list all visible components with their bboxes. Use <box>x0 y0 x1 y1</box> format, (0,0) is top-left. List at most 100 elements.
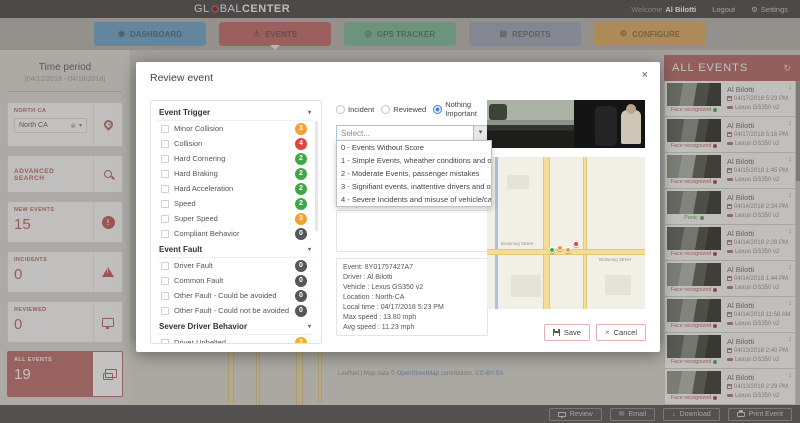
event-date: 04/13/2018 2:29 PM <box>727 384 788 390</box>
event-list-item[interactable]: Face recognized Al Bilotti 04/14/2018 11… <box>665 297 795 332</box>
checkbox[interactable] <box>161 261 169 270</box>
calendar-icon <box>727 204 732 209</box>
section-event-trigger[interactable]: Event Trigger ▾ <box>157 104 313 121</box>
cancel-button[interactable]: × Cancel <box>595 324 646 341</box>
event-list-item[interactable]: Panic Al Bilotti 04/14/2018 2:34 PM Lexu… <box>665 189 795 224</box>
event-list-item[interactable]: Face recognized Al Bilotti 04/15/2018 1:… <box>665 153 795 188</box>
download-icon[interactable]: ↓ <box>788 262 792 271</box>
map-attribution: LeafNet | Map data © OpenStreetMap contr… <box>338 371 504 377</box>
license-link[interactable]: CC-BY-SA <box>475 371 504 377</box>
score-dropdown-list: 0 - Events Without Score 1 - Simple Even… <box>336 140 492 207</box>
download-icon[interactable]: ↓ <box>788 154 792 163</box>
filter-scrollbar[interactable] <box>315 121 318 231</box>
checkbox[interactable] <box>161 184 169 193</box>
counter-all-events[interactable]: ALL EVENTS 19 <box>7 351 123 397</box>
events-scrollbar[interactable] <box>796 81 800 405</box>
checkbox[interactable] <box>161 291 169 300</box>
checkbox[interactable] <box>161 214 169 223</box>
event-list-item[interactable]: Face recognized Al Bilotti 04/14/2018 2:… <box>665 225 795 260</box>
event-list-item[interactable]: Face recognized Al Bilotti 04/13/2018 2:… <box>665 369 795 404</box>
filter-row[interactable]: Collision 4 <box>157 136 313 151</box>
car-icon <box>727 357 733 361</box>
section-event-fault[interactable]: Event Fault ▾ <box>157 241 313 258</box>
filter-row[interactable]: Other Fault - Could be avoided 0 <box>157 288 313 303</box>
section-severe-driver-behavior[interactable]: Severe Driver Behavior ▾ <box>157 318 313 335</box>
checkbox[interactable] <box>161 276 169 285</box>
osm-link[interactable]: OpenStreetMap <box>396 371 440 377</box>
filter-row[interactable]: Driver Fault 0 <box>157 258 313 273</box>
event-list-item[interactable]: Face recognized Al Bilotti 04/14/2018 1:… <box>665 261 795 296</box>
score-option-4[interactable]: 4 - Severe Incidents and misuse of vehic… <box>341 195 491 204</box>
checkbox[interactable] <box>161 124 169 133</box>
dropdown-arrow-icon[interactable]: ▾ <box>473 126 487 140</box>
filter-row[interactable]: Other Fault - Could not be avoided 0 <box>157 303 313 318</box>
print-event-button[interactable]: Print Event <box>727 407 792 421</box>
filter-row[interactable]: Minor Collision 3 <box>157 121 313 136</box>
download-icon[interactable]: ↓ <box>788 226 792 235</box>
checkbox[interactable] <box>161 154 169 163</box>
clear-icon[interactable]: ⊗ <box>70 122 76 130</box>
filter-row[interactable]: Common Fault 0 <box>157 273 313 288</box>
tab-gps-tracker[interactable]: ◎ GPS TRACKER <box>344 22 456 46</box>
event-date: 04/14/2018 11:58 AM <box>727 312 791 318</box>
radio-reviewed[interactable]: Reviewed <box>381 104 426 114</box>
counter-incidents[interactable]: INCIDENTS 0 <box>7 251 123 293</box>
radio-icon[interactable] <box>381 104 391 114</box>
event-list-item[interactable]: Face recognized Al Bilotti 04/17/2018 5:… <box>665 81 795 116</box>
download-icon[interactable]: ↓ <box>788 82 792 91</box>
map-marker-orange <box>565 247 571 253</box>
review-button[interactable]: Review <box>548 407 602 421</box>
tag-dot-icon <box>713 323 718 328</box>
download-icon[interactable]: ↓ <box>788 118 792 127</box>
event-list-item[interactable]: Face recognized Al Bilotti 04/13/2018 2:… <box>665 333 795 368</box>
tab-events[interactable]: ⚠ EVENTS <box>219 22 331 50</box>
radio-incident[interactable]: Incident <box>336 104 374 114</box>
score-option-2[interactable]: 2 - Moderate Events, passenger mistakes <box>337 167 491 180</box>
tab-reports[interactable]: ▤ REPORTS <box>469 22 581 46</box>
filter-row[interactable]: Speed 2 <box>157 196 313 211</box>
download-button[interactable]: ↓ Download <box>663 407 720 421</box>
download-icon[interactable]: ↓ <box>788 370 792 379</box>
download-icon[interactable]: ↓ <box>788 334 792 343</box>
settings-link[interactable]: ⚙ Settings <box>751 4 788 14</box>
radio-icon[interactable] <box>336 104 345 114</box>
radio-nothing-important[interactable]: Nothing Important <box>433 100 488 118</box>
checkbox[interactable] <box>161 229 169 238</box>
score-option-1[interactable]: 1 - Simple Events, wheather conditions a… <box>337 154 491 167</box>
save-button[interactable]: Save <box>543 324 590 341</box>
scrollbar-thumb[interactable] <box>796 81 800 181</box>
score-option-0[interactable]: 0 - Events Without Score <box>337 141 491 154</box>
filter-row[interactable]: Hard Braking 2 <box>157 166 313 181</box>
event-list-item[interactable]: Face recognized Al Bilotti 04/17/2018 5:… <box>665 117 795 152</box>
score-option-3[interactable]: 3 - Signifiant events, inattentive drive… <box>337 180 491 193</box>
filter-row[interactable]: Super Speed 3 <box>157 211 313 226</box>
counter-reviewed[interactable]: REVIEWED 0 <box>7 301 123 343</box>
refresh-icon[interactable]: ↻ <box>783 62 792 73</box>
download-icon[interactable]: ↓ <box>788 298 792 307</box>
counter-new-events[interactable]: NEW EVENTS 15 <box>7 201 123 243</box>
radio-selected-icon[interactable] <box>433 104 443 114</box>
checkbox[interactable] <box>161 306 169 315</box>
checkbox[interactable] <box>161 139 169 148</box>
chevron-down-icon[interactable]: ▾ <box>78 123 82 129</box>
filter-row[interactable]: Driver Unbelted 3 <box>157 335 313 343</box>
filter-row[interactable]: Compliant Behavior 0 <box>157 226 313 241</box>
checkbox[interactable] <box>161 169 169 178</box>
close-icon[interactable]: × <box>641 69 648 81</box>
score-select[interactable]: Select... ▾ <box>336 125 488 141</box>
download-icon[interactable]: ↓ <box>788 190 792 199</box>
tab-configure[interactable]: ⚙ CONFIGURE <box>594 22 706 46</box>
advanced-search-card[interactable]: ADVANCED SEARCH <box>7 155 123 193</box>
detail-driver: Driver : Al Bilotti <box>343 274 393 281</box>
count-badge: 4 <box>295 137 307 150</box>
email-button[interactable]: ✉ Email <box>609 407 656 421</box>
counter-value: 15 <box>14 216 31 233</box>
region-select[interactable]: North CA ⊗ ▾ <box>14 118 87 133</box>
tab-dashboard[interactable]: ◉ DASHBOARD <box>94 22 206 46</box>
checkbox[interactable] <box>161 338 169 343</box>
filter-row[interactable]: Hard Cornering 2 <box>157 151 313 166</box>
checkbox[interactable] <box>161 199 169 208</box>
logout-link[interactable]: Logout <box>712 4 736 14</box>
event-map[interactable]: Browning Street Browning Street <box>487 157 645 309</box>
filter-row[interactable]: Hard Acceleration 2 <box>157 181 313 196</box>
